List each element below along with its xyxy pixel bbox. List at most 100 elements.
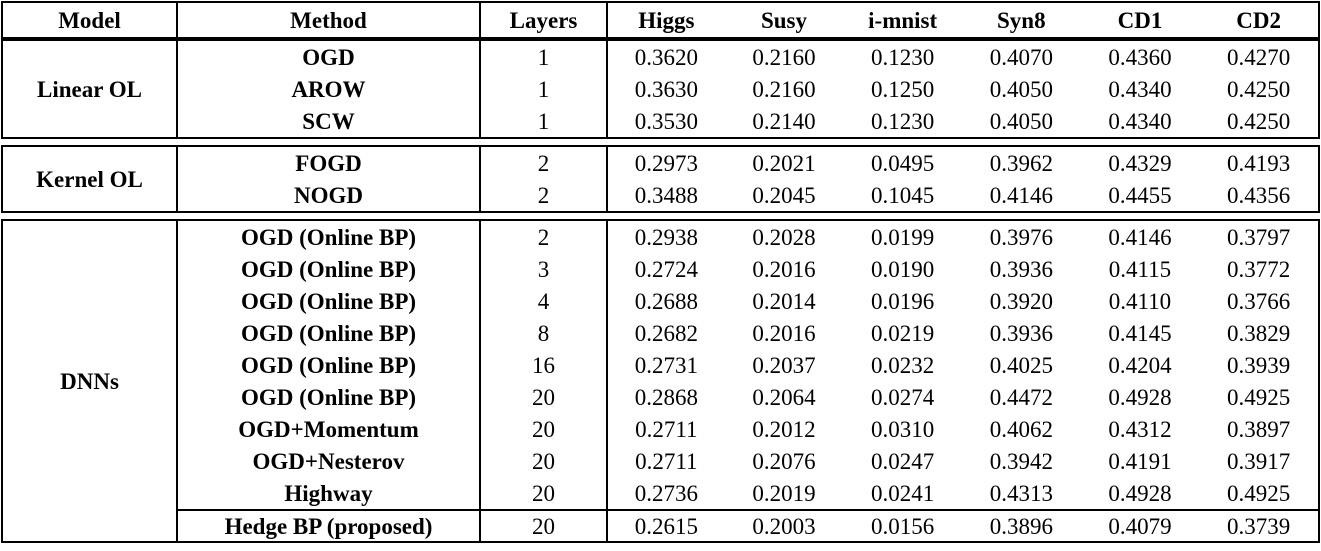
metric-value-imnist: 0.0232 xyxy=(871,352,935,378)
layers-value: 8 xyxy=(479,317,606,349)
metric-value-syn8: 0.4146 xyxy=(989,182,1053,208)
layers-value: 16 xyxy=(479,349,606,381)
section-kernel-ol: Kernel OL FOGD 2 0.2973 0.2021 0.0495 0.3962 0.… xyxy=(1,145,1320,213)
column-header-syn8: Syn8 xyxy=(997,7,1046,33)
metric-value-imnist: 0.1250 xyxy=(871,76,935,102)
metric-value-higgs: 0.3530 xyxy=(606,105,725,137)
metric-value-higgs: 0.3488 xyxy=(606,179,725,211)
metric-value-susy: 0.2160 xyxy=(752,44,816,70)
metric-value-susy: 0.2016 xyxy=(752,320,816,346)
metric-value-higgs: 0.2731 xyxy=(606,349,725,381)
metric-value-susy: 0.2019 xyxy=(752,480,816,506)
model-label: Kernel OL xyxy=(36,166,143,192)
metric-value-syn8: 0.3936 xyxy=(989,256,1053,282)
metric-value-syn8: 0.3920 xyxy=(989,288,1053,314)
metric-value-syn8: 0.4050 xyxy=(989,108,1053,134)
layers-value: 20 xyxy=(479,477,606,509)
metric-value-imnist: 0.1045 xyxy=(871,182,935,208)
column-header-cd1: CD1 xyxy=(1117,7,1163,33)
method-label: FOGD xyxy=(176,147,479,179)
method-label: OGD xyxy=(176,41,479,73)
metric-value-susy: 0.2045 xyxy=(752,182,816,208)
column-header-method: Method xyxy=(176,3,479,37)
metric-value-cd1: 0.4115 xyxy=(1108,256,1172,282)
metric-value-cd2: 0.4925 xyxy=(1227,384,1291,410)
metric-value-higgs: 0.2688 xyxy=(606,285,725,317)
metric-value-susy: 0.2014 xyxy=(752,288,816,314)
metric-value-cd1: 0.4191 xyxy=(1108,448,1172,474)
metric-value-imnist: 0.0156 xyxy=(843,509,962,541)
section-dnns: DNNs OGD (Online BP) 2 0.2938 0.2028 0.0199 0.… xyxy=(1,219,1320,543)
metric-value-imnist: 0.1230 xyxy=(871,108,935,134)
layers-value: 2 xyxy=(479,221,606,253)
metric-value-susy: 0.2076 xyxy=(752,448,816,474)
metric-value-higgs: 0.2682 xyxy=(606,317,725,349)
metric-value-cd1: 0.4340 xyxy=(1108,76,1172,102)
layers-value: 3 xyxy=(479,253,606,285)
method-label: Hedge BP (proposed) xyxy=(176,509,479,541)
metric-value-syn8: 0.4472 xyxy=(989,384,1053,410)
metric-value-cd2: 0.3772 xyxy=(1227,256,1291,282)
metric-value-imnist: 0.0219 xyxy=(871,320,935,346)
metric-value-higgs: 0.2868 xyxy=(606,381,725,413)
method-label: OGD (Online BP) xyxy=(176,285,479,317)
metric-value-syn8: 0.4313 xyxy=(989,480,1053,506)
metric-value-cd1: 0.4312 xyxy=(1108,416,1172,442)
layers-value: 20 xyxy=(479,381,606,413)
column-header-susy: Susy xyxy=(760,7,808,33)
method-label: OGD+Momentum xyxy=(176,413,479,445)
method-label: OGD (Online BP) xyxy=(176,381,479,413)
method-label: OGD (Online BP) xyxy=(176,349,479,381)
metric-value-cd1: 0.4329 xyxy=(1108,150,1172,176)
metric-value-imnist: 0.0495 xyxy=(871,150,935,176)
layers-value: 2 xyxy=(479,179,606,211)
metric-value-higgs: 0.2711 xyxy=(606,445,725,477)
metric-value-imnist: 0.0241 xyxy=(871,480,935,506)
column-header-imnist: i-mnist xyxy=(868,7,938,33)
metric-value-cd1: 0.4079 xyxy=(1080,509,1200,541)
metric-value-syn8: 0.3976 xyxy=(989,224,1053,250)
table-body: Linear OL OGD 1 0.3620 0.2160 0.1230 0.4070 0.4… xyxy=(1,39,1320,543)
metric-value-cd2: 0.3797 xyxy=(1227,224,1291,250)
metric-value-higgs: 0.2724 xyxy=(606,253,725,285)
layers-value: 4 xyxy=(479,285,606,317)
method-label: SCW xyxy=(176,105,479,137)
metric-value-cd2: 0.4270 xyxy=(1227,44,1291,70)
metric-value-higgs: 0.3630 xyxy=(606,73,725,105)
metric-value-higgs: 0.2938 xyxy=(606,221,725,253)
metric-value-cd2: 0.4250 xyxy=(1227,108,1291,134)
column-header-model: Model xyxy=(58,7,121,33)
metric-value-cd1: 0.4110 xyxy=(1108,288,1172,314)
metric-value-syn8: 0.4070 xyxy=(989,44,1053,70)
metric-value-cd1: 0.4928 xyxy=(1108,384,1172,410)
metric-value-syn8: 0.4062 xyxy=(989,416,1053,442)
layers-value: 20 xyxy=(479,509,606,541)
metric-value-higgs: 0.2736 xyxy=(606,477,725,509)
layers-value: 2 xyxy=(479,147,606,179)
metric-value-susy: 0.2003 xyxy=(724,509,844,541)
metric-value-imnist: 0.0310 xyxy=(871,416,935,442)
metric-value-cd2: 0.4193 xyxy=(1227,150,1291,176)
metric-value-higgs: 0.2711 xyxy=(606,413,725,445)
method-label: OGD (Online BP) xyxy=(176,221,479,253)
metric-value-cd2: 0.3917 xyxy=(1227,448,1291,474)
metric-value-higgs: 0.3620 xyxy=(606,41,725,73)
model-label: DNNs xyxy=(60,368,119,394)
method-label: Highway xyxy=(176,477,479,509)
metric-value-cd1: 0.4204 xyxy=(1108,352,1172,378)
metric-value-cd2: 0.3739 xyxy=(1199,509,1318,541)
method-label: OGD+Nesterov xyxy=(176,445,479,477)
column-header-layers: Layers xyxy=(479,3,606,37)
metric-value-syn8: 0.3936 xyxy=(989,320,1053,346)
metric-value-susy: 0.2016 xyxy=(752,256,816,282)
section-linear-ol: Linear OL OGD 1 0.3620 0.2160 0.1230 0.4070 0.4… xyxy=(1,39,1320,139)
metric-value-susy: 0.2012 xyxy=(752,416,816,442)
metric-value-cd1: 0.4146 xyxy=(1108,224,1172,250)
layers-value: 1 xyxy=(479,73,606,105)
metric-value-susy: 0.2021 xyxy=(752,150,816,176)
metric-value-syn8: 0.4050 xyxy=(989,76,1053,102)
column-header-cd2: CD2 xyxy=(1236,7,1282,33)
metric-value-susy: 0.2140 xyxy=(752,108,816,134)
metric-value-higgs: 0.2615 xyxy=(606,509,725,541)
metric-value-cd2: 0.4925 xyxy=(1227,480,1291,506)
